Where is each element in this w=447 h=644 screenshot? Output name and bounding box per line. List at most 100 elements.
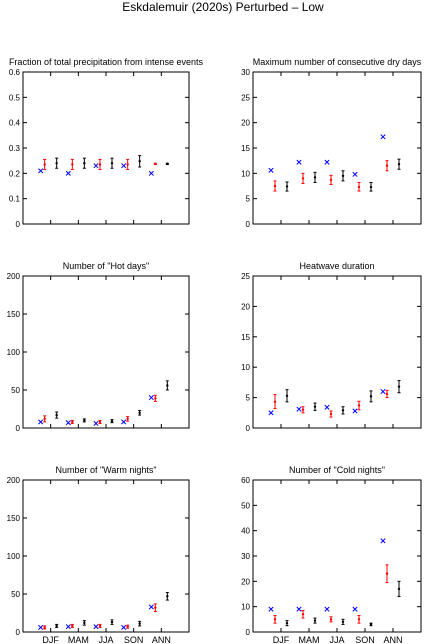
y-tick-label: 0.3 — [9, 144, 21, 153]
errorbar-point — [329, 178, 333, 182]
x-tick-label: JJA — [329, 635, 344, 644]
cross-stroke — [296, 406, 302, 412]
errorbar-point — [397, 587, 401, 591]
observed-point — [148, 604, 154, 610]
chart-panel-4: Heatwave duration 0 5 10 15 20 25 — [241, 261, 422, 433]
errorbar-point — [166, 384, 169, 387]
observed-point — [352, 408, 358, 414]
errorbar-point — [273, 184, 277, 188]
errorbar-red — [98, 623, 102, 628]
errorbar-point — [301, 613, 305, 616]
observed-point — [121, 419, 127, 425]
errorbar-black — [313, 617, 317, 624]
errorbar-point — [329, 412, 333, 416]
y-tick-label: 50 — [241, 501, 250, 510]
plot-frame — [22, 479, 190, 633]
cross-stroke — [380, 134, 386, 140]
cross-stroke — [65, 420, 71, 426]
errorbar-point — [55, 162, 58, 165]
cross-stroke — [148, 170, 154, 176]
observed-point — [38, 168, 44, 174]
errorbar-point — [55, 624, 58, 628]
observed-point — [65, 624, 71, 630]
y-tick-label: 30 — [241, 552, 250, 561]
errorbar-point — [98, 624, 102, 628]
errorbar-red — [126, 416, 130, 422]
errorbar-point — [110, 419, 114, 423]
errorbar-point — [166, 162, 169, 166]
errorbar-black — [397, 580, 401, 598]
y-tick-label: 25 — [241, 272, 250, 281]
cross-stroke — [380, 538, 386, 544]
errorbar-red — [273, 180, 277, 192]
y-tick-label: 0 — [246, 220, 251, 229]
observed-point — [65, 420, 71, 426]
observed-point — [121, 624, 127, 630]
chart-title: Number of "Cold nights" — [289, 465, 385, 475]
cross-stroke — [38, 168, 44, 174]
y-tick-label: 60 — [241, 476, 250, 485]
errorbar-point — [313, 405, 317, 408]
errorbar-black — [55, 411, 59, 419]
errorbar-black — [82, 620, 86, 626]
errorbar-red — [329, 616, 333, 623]
y-tick-label: 30 — [241, 68, 250, 77]
observed-point — [93, 163, 99, 169]
observed-point — [65, 170, 71, 176]
errorbar-red — [273, 394, 277, 410]
y-tick-label: 15 — [241, 333, 250, 342]
errorbar-red — [273, 615, 277, 624]
errorbar-black — [110, 157, 114, 169]
x-tick-label: SON — [355, 635, 375, 644]
errorbar-point — [285, 621, 289, 625]
errorbar-red — [98, 419, 102, 424]
errorbar-red — [329, 174, 333, 185]
x-tick-label: DJF — [42, 635, 59, 644]
errorbar-point — [301, 408, 305, 411]
observed-point — [296, 159, 302, 165]
y-tick-label: 0.5 — [9, 93, 21, 102]
errorbar-black — [55, 623, 59, 628]
y-tick-label: 0 — [16, 220, 21, 229]
errorbar-point — [43, 417, 46, 421]
errorbar-point — [83, 419, 86, 422]
errorbar-black — [165, 380, 169, 391]
cross-stroke — [121, 624, 127, 630]
chart-title: Number of "Hot days" — [63, 261, 149, 271]
errorbar-black — [285, 620, 289, 627]
y-tick-label: 20 — [241, 302, 250, 311]
y-tick-label: 20 — [241, 119, 250, 128]
plot-frame — [252, 275, 422, 429]
errorbar-red — [126, 624, 130, 629]
y-tick-label: 150 — [7, 310, 21, 319]
errorbar-point — [71, 420, 74, 424]
errorbar-point — [273, 618, 277, 621]
errorbar-point — [71, 624, 74, 628]
y-tick-label: 0 — [246, 424, 251, 433]
cross-stroke — [268, 167, 274, 173]
errorbar-red — [301, 609, 305, 619]
plot-frame — [22, 71, 190, 225]
y-tick-label: 200 — [7, 476, 21, 485]
observed-point — [268, 410, 274, 416]
errorbar-point — [357, 618, 361, 621]
observed-point — [296, 406, 302, 412]
errorbar-point — [166, 595, 169, 598]
cross-stroke — [93, 624, 99, 630]
errorbar-point — [110, 162, 114, 165]
y-tick-label: 15 — [241, 144, 250, 153]
cross-stroke — [65, 170, 71, 176]
y-tick-label: 20 — [241, 577, 250, 586]
y-tick-label: 100 — [7, 552, 21, 561]
observed-point — [93, 420, 99, 426]
errorbar-point — [341, 620, 345, 624]
errorbar-black — [341, 406, 345, 415]
cross-stroke — [93, 420, 99, 426]
errorbar-red — [153, 603, 157, 612]
chart-panel-6: Number of "Cold nights" 0 10 20 30 40 50 60 DJF M… — [241, 465, 422, 644]
errorbar-black — [285, 389, 289, 403]
errorbar-black — [397, 380, 401, 394]
cross-stroke — [324, 404, 330, 410]
y-tick-label: 25 — [241, 93, 250, 102]
